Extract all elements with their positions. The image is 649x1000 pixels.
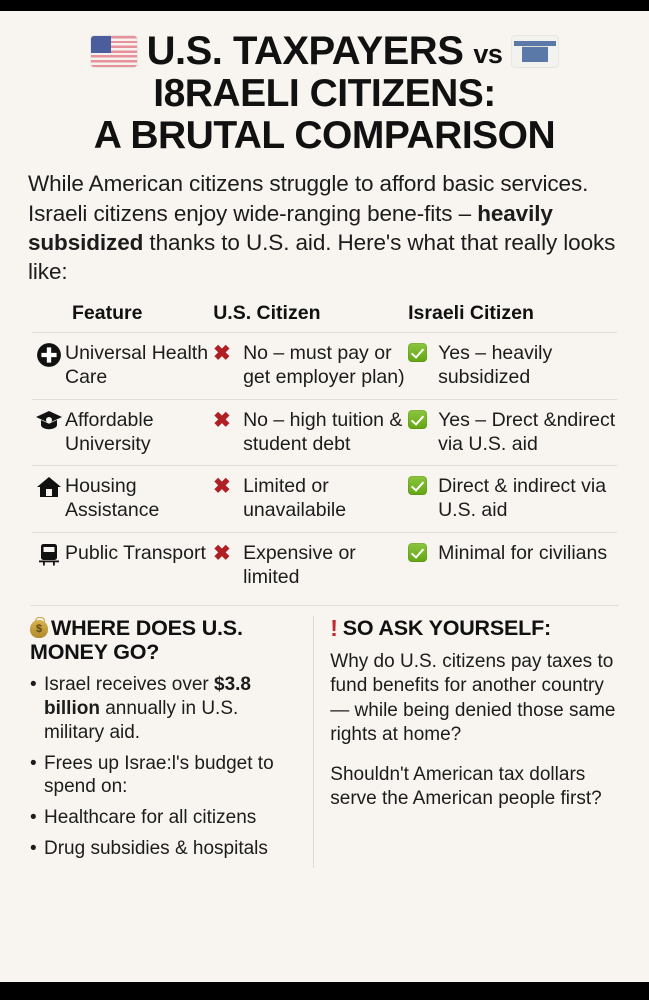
tram-icon [32, 541, 65, 566]
us-cell: ✖ No – must pay or get employer plan) [213, 341, 408, 390]
column-header-israeli-citizen: Israeli Citizen [408, 302, 534, 325]
israel-cell: Minimal for civilians [408, 541, 617, 590]
israel-flag-icon: ✡ [512, 35, 559, 67]
list-item: • Drug subsidies & hospitals [30, 837, 299, 861]
bullet-glyph: • [30, 807, 37, 829]
table-row: Universal Health Care ✖ No – must pay or… [32, 332, 617, 399]
bullet-text-pre: Israel receives over [44, 673, 215, 695]
x-mark-icon: ✖ [213, 408, 231, 432]
list-item: • Israel receives over $3.8 billion annu… [30, 673, 299, 745]
bullet-text: Drug subsidies & hospitals [44, 838, 268, 860]
x-mark-icon: ✖ [213, 342, 231, 366]
us-flag-icon [90, 35, 137, 67]
money-destination-column: WHERE DOES U.S. MONEY GO? • Israel recei… [30, 615, 315, 869]
comparison-table: Feature U.S. Citizen Israeli Citizen Uni… [32, 302, 617, 598]
title-line-1: U.S. TAXPAYERS vs ✡ [22, 31, 627, 72]
money-heading-text: WHERE DOES U.S. MONEY GO? [30, 615, 243, 664]
money-bullet-list: • Israel receives over $3.8 billion annu… [30, 673, 299, 862]
us-value: No – must pay or get employer plan) [243, 342, 405, 389]
bullet-text: Israel receives over $3.8 billion annual… [44, 673, 299, 745]
israel-value: Yes – heavily subsidized [438, 342, 553, 389]
israel-cell: Yes – heavily subsidized [408, 341, 617, 390]
feature-cell: Housing Assistance [32, 474, 213, 523]
bullet-glyph: • [30, 673, 37, 695]
us-value: Expensive or limited [243, 542, 356, 588]
title-line-2: I8RAELI CITIZENS: [153, 71, 496, 115]
israel-value: Yes – Drect &ndirect via U.S. aid [438, 408, 616, 455]
bottom-section: WHERE DOES U.S. MONEY GO? • Israel recei… [30, 604, 619, 869]
green-check-icon [408, 474, 438, 496]
list-item: • Frees up Israe:l's budget to spend on: [30, 752, 299, 800]
x-mark-icon: ✖ [213, 475, 231, 499]
bottom-black-bar [0, 982, 649, 1000]
green-check-icon [408, 341, 438, 363]
feature-label: Universal Health Care [65, 342, 209, 389]
list-item: • Healthcare for all citizens [30, 806, 299, 830]
israel-cell: Yes – Drect &ndirect via U.S. aid [408, 408, 617, 457]
israel-cell: Direct & indirect via U.S. aid [408, 474, 617, 523]
feature-cell: Affordable University [32, 408, 213, 457]
money-section-heading: WHERE DOES U.S. MONEY GO? [30, 616, 299, 664]
feature-label: Affordable University [65, 408, 154, 455]
title-line-3: A BRUTAL COMPARISON [93, 113, 556, 157]
bullet-glyph: • [30, 752, 37, 774]
us-value: No – high tuition & student debt [243, 408, 403, 455]
infographic-poster: U.S. TAXPAYERS vs ✡ I8RAELI CITIZENS: A … [0, 11, 649, 982]
table-row: Housing Assistance ✖ Limited or unavaila… [32, 465, 617, 532]
graduation-cap-icon [32, 408, 65, 433]
us-cell: ✖ No – high tuition & student debt [213, 408, 408, 457]
column-header-us-citizen: U.S. Citizen [213, 302, 321, 325]
bullet-text-bold: $3.8 billion [44, 673, 251, 719]
bullet-text: Frees up Israe:l's budget to spend on: [44, 752, 274, 798]
exclamation-icon: ! [330, 614, 338, 641]
table-row: Public Transport ✖ Expensive or limited … [32, 532, 617, 599]
green-check-icon [408, 408, 438, 429]
intro-part-2: thanks to U.S. aid. Here's what that rea… [28, 229, 616, 285]
ask-paragraph-2: Shouldn't American tax dollars serve the… [330, 763, 602, 809]
x-mark-icon: ✖ [213, 542, 231, 566]
intro-part-1: While American citizens struggle to affo… [28, 171, 589, 226]
us-cell: ✖ Limited or unavailabile [213, 474, 408, 523]
column-header-feature: Feature [72, 302, 143, 325]
title-main-text: U.S. TAXPAYERS [146, 29, 464, 73]
money-bag-icon [30, 616, 48, 638]
title-block: U.S. TAXPAYERS vs ✡ I8RAELI CITIZENS: A … [22, 11, 627, 155]
israel-value: Direct & indirect via U.S. aid [438, 475, 607, 522]
ask-section-heading: ! SO ASK YOURSELF: [330, 614, 619, 642]
us-cell: ✖ Expensive or limited [213, 541, 408, 590]
bullet-glyph: • [30, 838, 37, 860]
table-row: Affordable University ✖ No – high tuitio… [32, 398, 617, 466]
green-check-icon [408, 541, 438, 563]
table-header-row: Feature U.S. Citizen Israeli Citizen [32, 302, 617, 332]
intro-bold: heavily subsidized [28, 200, 553, 255]
intro-paragraph: While American citizens struggle to affo… [28, 169, 621, 286]
ask-yourself-column: ! SO ASK YOURSELF: Why do U.S. citizens p… [314, 614, 619, 869]
top-black-bar [0, 0, 649, 11]
feature-cell: Public Transport [32, 541, 213, 590]
ask-paragraph-1: Why do U.S. citizens pay taxes to fund b… [330, 651, 616, 745]
feature-label: Housing Assistance [65, 475, 160, 522]
ask-heading-text: SO ASK YOURSELF: [342, 615, 551, 640]
feature-cell: Universal Health Care [32, 341, 213, 390]
medical-cross-icon [32, 341, 65, 368]
bullet-text-post: annually in U.S. military aid. [44, 697, 239, 743]
feature-label: Public Transport [65, 542, 206, 565]
title-vs-text: vs [473, 38, 503, 69]
house-icon [32, 474, 65, 499]
bullet-text: Healthcare for all citizens [44, 807, 257, 829]
israel-value: Minimal for civilians [438, 542, 608, 565]
us-value: Limited or unavailabile [243, 475, 347, 522]
